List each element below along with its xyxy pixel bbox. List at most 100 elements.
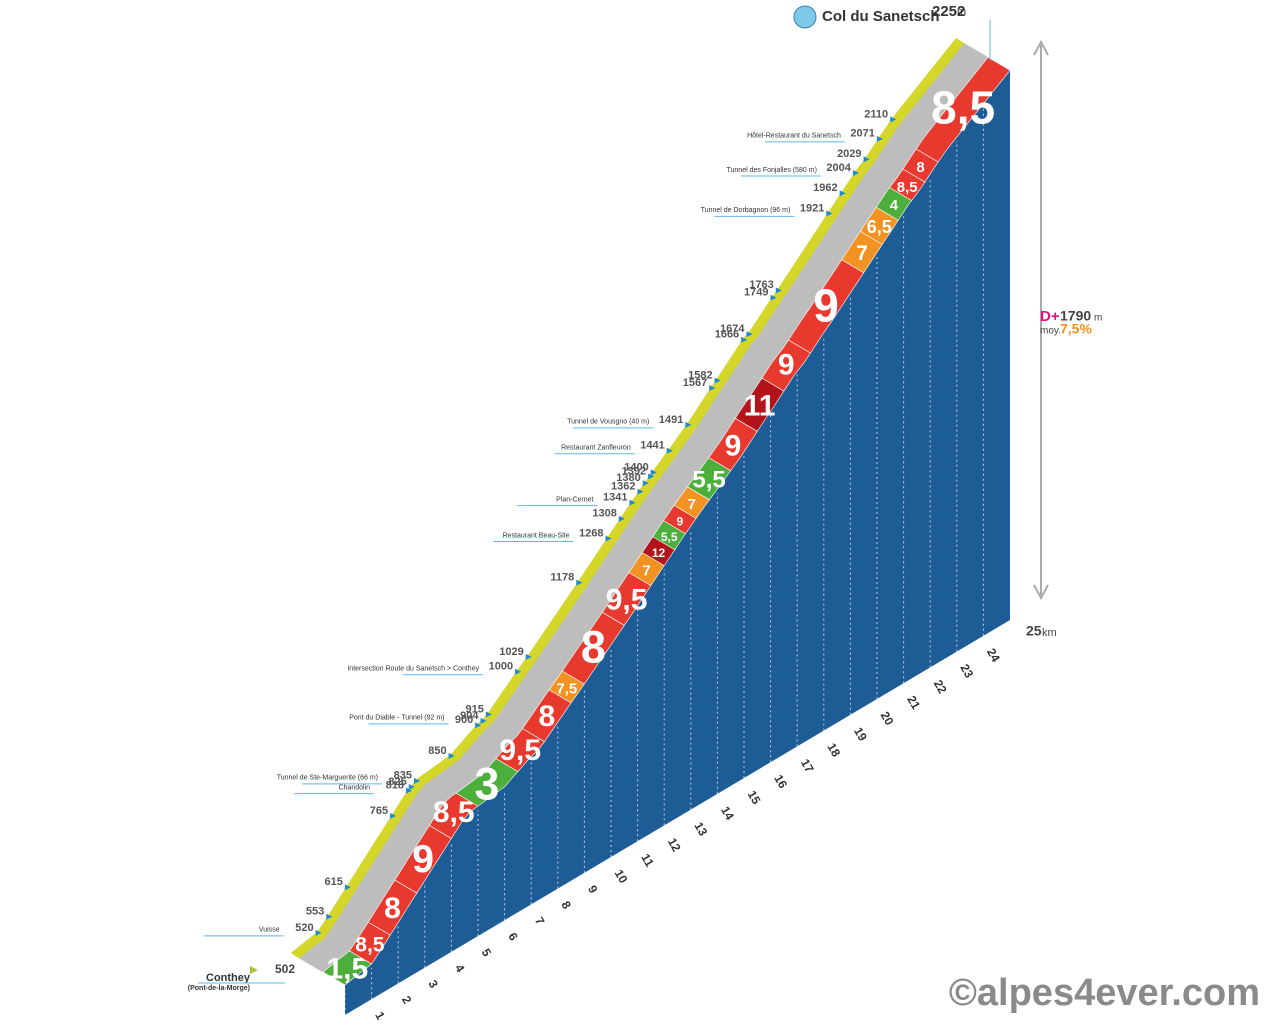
grade-label: 6,5 [867, 217, 892, 237]
gain-value: 1790 [1060, 308, 1091, 324]
waypoint-name: Tunnel des Fonjalles (580 m) [727, 167, 817, 174]
gain-arrowheads [1033, 39, 1049, 601]
km-label: 1 [372, 1009, 388, 1022]
km-label: 16 [771, 772, 790, 791]
waypoint-altitude: 1491 [659, 414, 683, 426]
waypoint-marker [685, 421, 692, 428]
gain-label: D+ [1040, 308, 1060, 325]
waypoint-marker [666, 447, 673, 454]
start-name: Conthey [206, 972, 251, 984]
grade-label: 9 [813, 279, 839, 331]
grade-label: 9 [778, 349, 795, 382]
km-label: 7 [532, 914, 548, 927]
waypoint-marker [408, 783, 415, 790]
waypoint-altitude: 900 [455, 714, 473, 726]
waypoint-marker [618, 515, 625, 522]
waypoint-marker [326, 913, 333, 920]
waypoint-altitude: 1341 [603, 491, 627, 503]
start-subtitle: (Pont-de-la-Morge) [188, 985, 250, 992]
waypoint-altitude: 1178 [550, 571, 574, 583]
km-label: 4 [452, 962, 468, 975]
km-label: 18 [824, 741, 843, 760]
waypoint-altitude: 825 [388, 776, 406, 788]
km-label: 2 [399, 993, 415, 1006]
waypoint-marker [637, 488, 644, 495]
waypoint-altitude: 615 [325, 876, 343, 888]
waypoint-marker [605, 535, 612, 542]
grade-label: 8,5 [931, 81, 995, 133]
km-label: 14 [718, 804, 737, 823]
waypoint-marker [775, 287, 782, 294]
waypoint-altitude: 850 [428, 745, 446, 757]
km-label: 17 [798, 756, 817, 775]
avg-label: moy. [1040, 326, 1061, 337]
waypoint-altitude: 765 [370, 805, 388, 817]
km-label: 21 [904, 693, 923, 712]
grade-label: 9 [412, 838, 434, 881]
start-flag [250, 966, 258, 974]
waypoint-marker [629, 499, 636, 506]
grade-label: 9,5 [606, 583, 648, 616]
grade-label: 7 [856, 242, 868, 265]
waypoint-altitude: 1921 [800, 202, 824, 214]
gain-unit: m [1094, 313, 1102, 324]
waypoint-altitude: 1763 [749, 279, 773, 291]
grade-label: 12 [652, 546, 666, 560]
waypoint-marker [852, 169, 859, 176]
km-label: 22 [931, 677, 950, 696]
waypoint-marker [826, 210, 833, 217]
waypoint-altitude: 1749 [744, 287, 768, 299]
km-label: 8 [558, 899, 574, 912]
waypoint-altitude: 2110 [864, 108, 888, 120]
grade-label: 8 [916, 159, 924, 176]
waypoint-altitude: 1666 [715, 329, 739, 341]
waypoint-name: Chandolin [339, 784, 371, 791]
waypoint-altitude: 818 [386, 780, 404, 792]
grade-label: 7 [688, 496, 696, 513]
grade-label: 4 [890, 197, 899, 214]
km-label: 10 [612, 867, 631, 886]
grade-segment [915, 56, 1011, 163]
waypoint-marker [406, 787, 413, 794]
waypoint-altitude: 2004 [826, 162, 851, 174]
credit: ©alpes4ever.com [949, 972, 1260, 1014]
grade-label: 8,5 [897, 179, 918, 196]
waypoint-altitude: 1674 [720, 323, 745, 335]
km-label: 19 [851, 725, 870, 744]
grade-label: 9,5 [499, 734, 541, 767]
profile-wall [345, 70, 1010, 1015]
summit-icon [793, 5, 817, 29]
waypoint-altitude: 1029 [499, 646, 523, 658]
summit-name: Col du Sanetsch [822, 8, 940, 25]
waypoint-name: Tunnel de Vousgno (40 m) [567, 419, 649, 426]
waypoint-altitude: 1441 [640, 440, 664, 452]
km-label: 13 [691, 820, 710, 839]
grade-label: 3 [474, 759, 499, 810]
km-label: 15 [745, 788, 764, 807]
summit-altitude: 2252 [932, 3, 965, 20]
waypoint-name: Restaurant Zanfleuron [561, 445, 631, 452]
waypoint-name: Restaurant Beau-Site [503, 532, 570, 539]
km-label: 20 [878, 709, 897, 728]
summit-unit: m [957, 6, 966, 18]
waypoint-altitude: 915 [465, 703, 483, 715]
waypoint-altitude: 835 [394, 770, 412, 782]
waypoint-altitude: 1362 [611, 481, 635, 493]
km-label: 5 [479, 946, 495, 959]
waypoint-altitude: 520 [295, 922, 313, 934]
waypoint-altitude: 1582 [688, 369, 712, 381]
waypoint-name: Vuisse [259, 927, 280, 934]
waypoint-marker [475, 722, 482, 729]
waypoint-altitude: 1400 [624, 461, 648, 473]
waypoint-marker [714, 377, 721, 384]
waypoint-name: Pont du Diable - Tunnel (92 m) [349, 715, 444, 722]
km-label: 12 [665, 835, 684, 854]
grade-label: 8 [538, 700, 555, 733]
waypoint-marker [648, 473, 655, 480]
grade-label: 7 [642, 562, 650, 579]
km-label: 24 [984, 646, 1003, 665]
waypoint-name: Plan-Cernet [556, 496, 593, 503]
grade-label: 8,5 [433, 796, 475, 829]
avg-value: 7,5% [1060, 321, 1092, 337]
